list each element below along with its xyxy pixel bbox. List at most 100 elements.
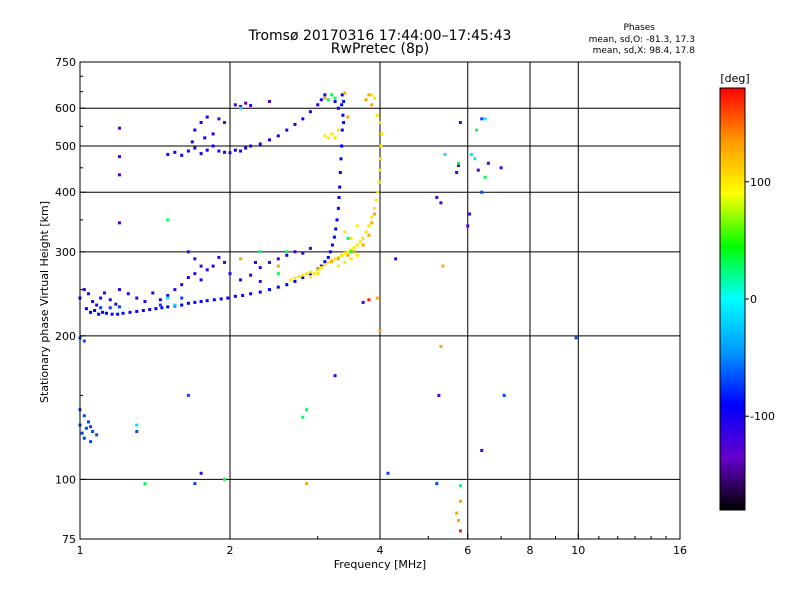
data-point [166,296,170,300]
data-point [276,272,280,276]
data-point [233,294,237,298]
data-point [364,230,368,234]
data-point [458,484,462,488]
data-point [205,268,209,272]
data-point [199,278,203,282]
data-point [239,257,243,261]
data-point [241,293,245,297]
data-point [91,300,95,304]
data-point [333,136,337,140]
y-tick-label: 400 [55,186,76,199]
y-tick-label: 500 [55,140,76,153]
data-point [193,257,197,261]
data-point [335,218,339,222]
data-point [199,121,203,125]
data-point [466,224,470,228]
data-point [148,308,152,312]
data-point [349,236,353,240]
data-point [193,482,197,486]
data-point [352,250,356,254]
data-point [151,291,155,295]
data-point [205,299,209,303]
data-point [166,152,170,156]
data-point [166,293,170,297]
data-point [233,148,237,152]
y-tick-label: 750 [55,56,76,69]
data-point [361,300,365,304]
data-point [361,243,365,247]
data-point [239,149,243,153]
data-point [180,283,184,287]
data-point [258,266,262,270]
data-point [95,433,99,437]
data-point [343,260,347,264]
data-point [326,136,330,140]
data-point [289,278,293,282]
phase-colorbar: [deg] 100 0 -100 [719,72,775,511]
phases-o-stats: mean, sd,O: -81.3, 17.3 [589,35,695,45]
data-point [375,296,379,300]
data-point [117,288,121,292]
data-point [258,142,262,146]
data-point [117,305,121,309]
colorbar-gradient [719,87,746,511]
data-point [499,166,503,170]
data-point [135,430,139,434]
data-point [180,303,184,307]
data-point [186,301,190,305]
data-point [343,251,347,255]
data-point [355,243,359,247]
data-point [203,136,207,140]
data-point [267,99,271,103]
data-point [361,236,365,240]
data-point [468,212,472,216]
data-point [308,246,312,250]
data-point [193,272,197,276]
data-point [193,128,197,132]
data-point [469,152,473,156]
data-point [337,195,341,199]
data-point [373,206,377,210]
data-point [349,250,353,254]
data-point [373,96,377,100]
data-point [443,152,447,156]
data-point [328,250,332,254]
data-point [358,240,362,244]
data-point [323,260,327,264]
data-point [160,306,164,310]
data-point [330,132,334,136]
data-point [378,329,382,333]
data-point [186,250,190,254]
data-point [367,224,371,228]
data-point [370,103,374,107]
colorbar-tick-label: -100 [750,410,775,423]
data-point [249,292,253,296]
data-point [342,99,346,103]
y-tick-label: 75 [62,533,76,546]
y-tick-label: 100 [55,473,76,486]
data-point [173,288,177,292]
data-point [332,235,336,239]
data-point [199,300,203,304]
data-point [95,303,99,307]
x-tick-label: 2 [227,544,234,557]
data-point [117,155,121,159]
data-point [346,236,350,240]
data-point [346,253,350,257]
data-point [212,298,216,302]
data-point [308,275,312,279]
data-point [483,175,487,179]
data-point [249,144,253,148]
data-point [343,91,347,95]
data-point [186,393,190,397]
colorbar-tick-label: 0 [750,293,757,306]
data-point [141,308,145,312]
data-point [338,185,342,189]
data-point [333,257,337,261]
data-point [373,212,377,216]
data-point [374,198,378,202]
data-point [211,144,215,148]
data-point [301,276,305,280]
data-point [285,253,289,257]
data-point [103,291,107,295]
